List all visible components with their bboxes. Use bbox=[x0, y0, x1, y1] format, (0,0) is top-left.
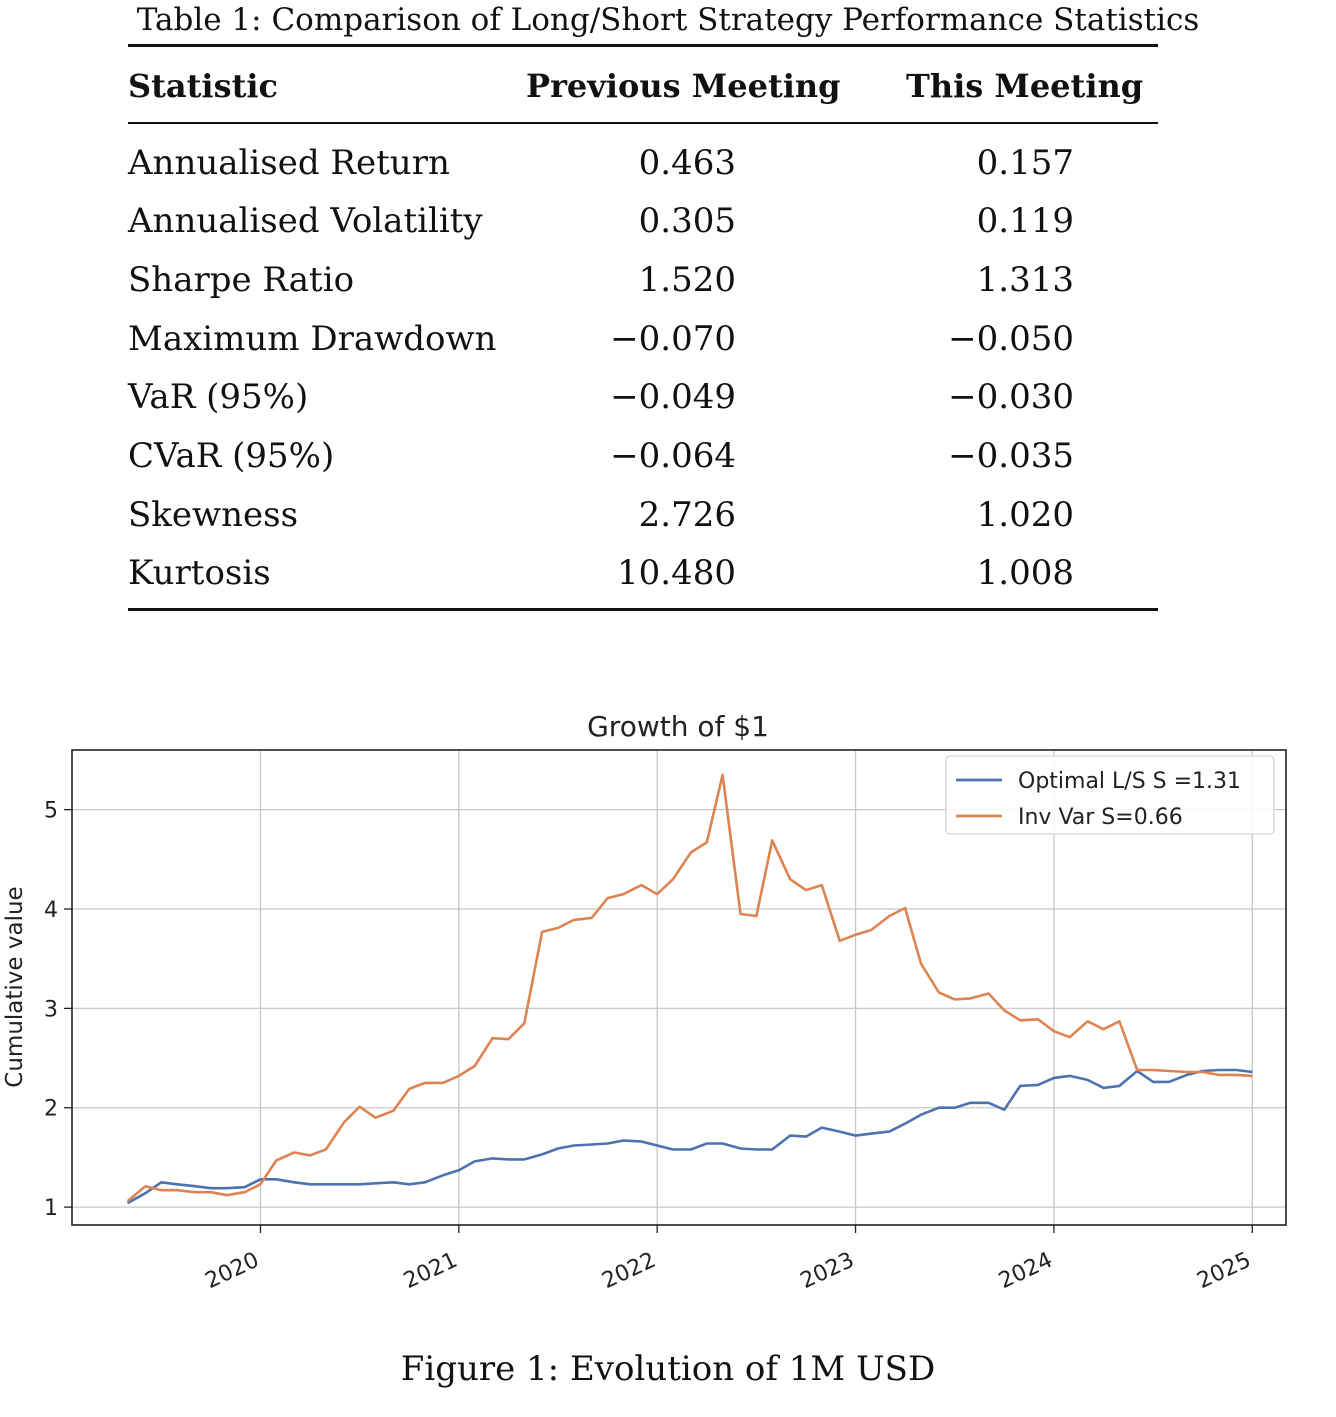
table-row: Maximum Drawdown −0.070 −0.050 bbox=[128, 310, 1158, 368]
y-axis-label: Cumulative value bbox=[2, 886, 28, 1087]
column-header-previous-meeting: Previous Meeting bbox=[526, 67, 841, 105]
x-tick-label: 2020 bbox=[202, 1248, 263, 1294]
chart-svg: Growth of $1 2020 2021 2022 2023 2024 2025 1 2 3… bbox=[2, 710, 1287, 1294]
x-tick-label: 2021 bbox=[400, 1248, 461, 1294]
current-value: −0.030 bbox=[948, 377, 1074, 417]
row-label: Maximum Drawdown bbox=[128, 319, 497, 359]
series-line-optimal bbox=[126, 1068, 1253, 1205]
y-tick-label: 2 bbox=[44, 1097, 58, 1122]
legend-label: Inv Var S=0.66 bbox=[1018, 805, 1183, 830]
row-label: VaR (95%) bbox=[128, 377, 309, 417]
figure-caption: Figure 1: Evolution of 1M USD bbox=[400, 1349, 936, 1389]
table-row: Sharpe Ratio 1.520 1.313 bbox=[128, 251, 1158, 309]
y-tick-label: 1 bbox=[44, 1196, 58, 1221]
current-value: 0.119 bbox=[976, 201, 1074, 241]
row-label: Skewness bbox=[128, 495, 299, 535]
table-row: Annualised Volatility 0.305 0.119 bbox=[128, 192, 1158, 250]
legend-label: Optimal L/S S =1.31 bbox=[1018, 769, 1241, 794]
row-label: Annualised Volatility bbox=[128, 201, 483, 241]
y-tick-label: 5 bbox=[44, 799, 58, 824]
table-top-rule bbox=[128, 44, 1158, 47]
previous-value: 10.480 bbox=[617, 553, 736, 593]
chart-legend: Optimal L/S S =1.31 Inv Var S=0.66 bbox=[945, 755, 1275, 835]
current-value: 1.020 bbox=[976, 495, 1074, 535]
table-row: Kurtosis 10.480 1.008 bbox=[128, 544, 1158, 602]
table-row: CVaR (95%) −0.064 −0.035 bbox=[128, 427, 1158, 485]
previous-value: 1.520 bbox=[638, 260, 736, 300]
current-value: 1.313 bbox=[976, 260, 1074, 300]
column-header-this-meeting: This Meeting bbox=[906, 67, 1144, 105]
legend-box bbox=[945, 755, 1275, 835]
x-tick-label: 2023 bbox=[797, 1248, 858, 1294]
table-bottom-rule bbox=[128, 608, 1158, 611]
table-header-rule bbox=[128, 122, 1158, 124]
current-value: 1.008 bbox=[976, 553, 1074, 593]
growth-chart: Growth of $1 2020 2021 2022 2023 2024 2025 1 2 3… bbox=[0, 690, 1336, 1310]
current-value: −0.035 bbox=[948, 436, 1074, 476]
previous-value: −0.049 bbox=[610, 377, 736, 417]
row-label: Sharpe Ratio bbox=[128, 260, 355, 300]
current-value: 0.157 bbox=[976, 143, 1074, 183]
chart-title: Growth of $1 bbox=[587, 710, 769, 743]
table-row: Annualised Return 0.463 0.157 bbox=[128, 134, 1158, 192]
y-tick-label: 4 bbox=[44, 898, 58, 923]
y-tick-label: 3 bbox=[44, 997, 58, 1022]
previous-value: −0.070 bbox=[610, 319, 736, 359]
row-label: CVaR (95%) bbox=[128, 436, 335, 476]
chart-series bbox=[126, 773, 1253, 1205]
previous-value: 0.463 bbox=[638, 143, 736, 183]
chart-axes: 2020 2021 2022 2023 2024 2025 1 2 3 4 5 bbox=[44, 799, 1255, 1294]
current-value: −0.050 bbox=[948, 319, 1074, 359]
table-row: Skewness 2.726 1.020 bbox=[128, 486, 1158, 544]
x-tick-label: 2024 bbox=[995, 1248, 1056, 1294]
series-line-inv-var bbox=[126, 773, 1253, 1203]
previous-value: −0.064 bbox=[610, 436, 736, 476]
chart-grid bbox=[72, 750, 1286, 1225]
row-label: Annualised Return bbox=[128, 143, 450, 183]
x-tick-label: 2025 bbox=[1193, 1248, 1254, 1294]
x-tick-label: 2022 bbox=[598, 1248, 659, 1294]
previous-value: 2.726 bbox=[638, 495, 736, 535]
previous-value: 0.305 bbox=[638, 201, 736, 241]
column-header-statistic: Statistic bbox=[128, 67, 278, 105]
table-row: VaR (95%) −0.049 −0.030 bbox=[128, 368, 1158, 426]
plot-frame bbox=[71, 749, 1287, 1226]
row-label: Kurtosis bbox=[128, 553, 271, 593]
table-caption: Table 1: Comparison of Long/Short Strate… bbox=[136, 2, 1200, 38]
